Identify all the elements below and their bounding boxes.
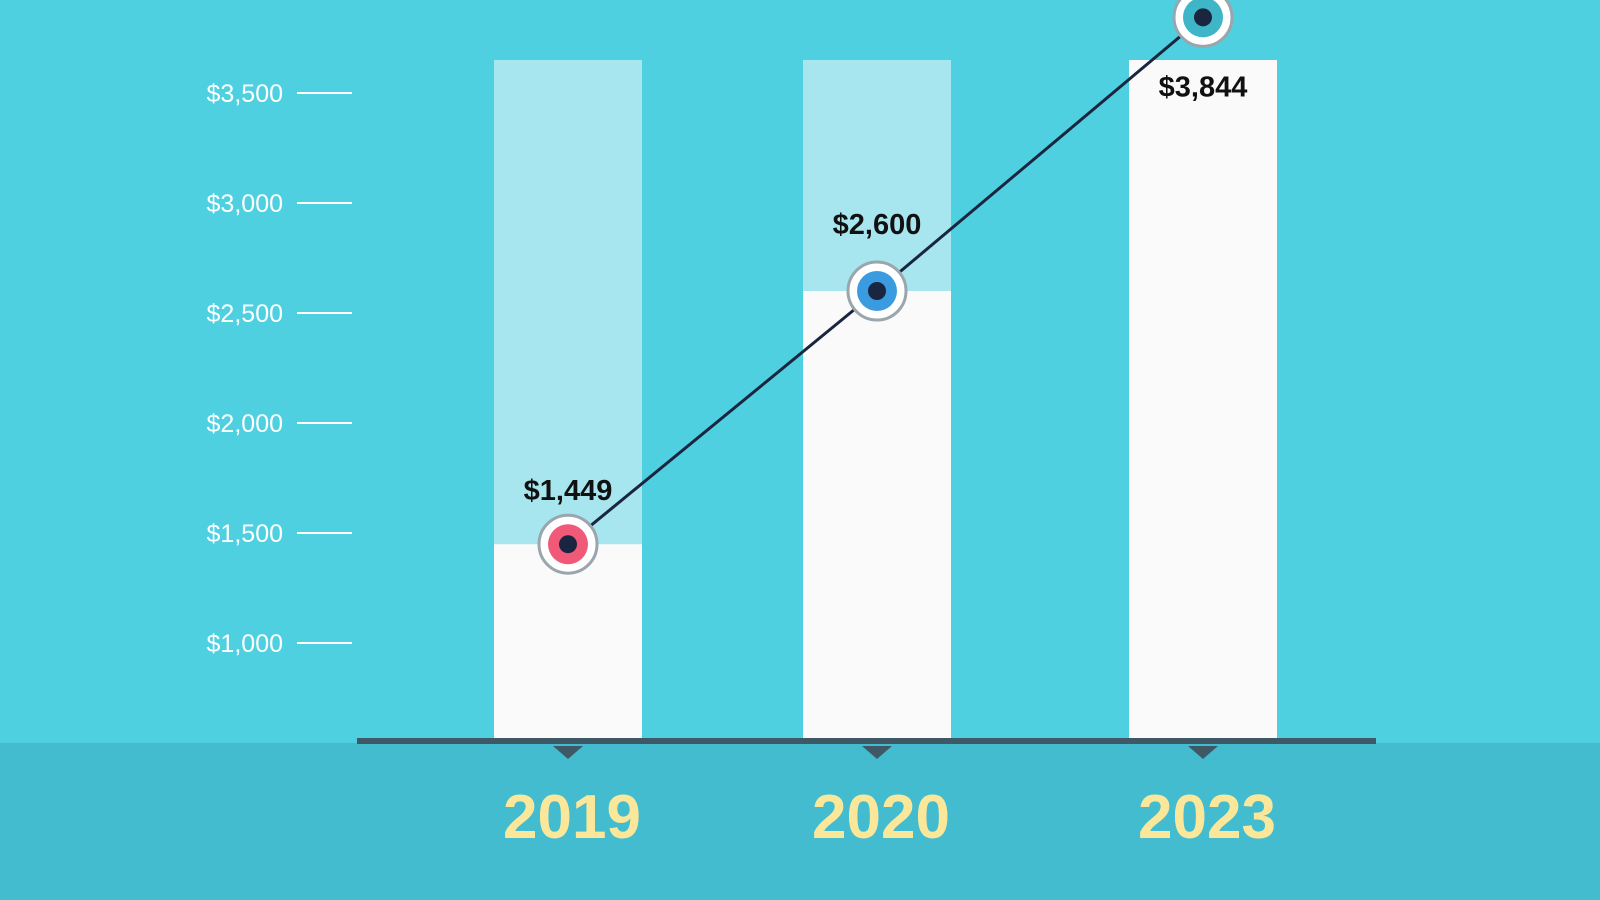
y-tick-label-3000: $3,000 <box>207 190 283 218</box>
value-label-2019: $1,449 <box>524 475 613 507</box>
x-label-2020: 2020 <box>812 783 950 852</box>
marker-2023 <box>1172 0 1234 48</box>
y-tick-label-2000: $2,000 <box>207 410 283 438</box>
markers-layer <box>537 0 1234 575</box>
pointer-2019 <box>553 746 583 759</box>
marker-dot-2019 <box>559 535 577 554</box>
marker-dot-2023 <box>1194 8 1212 27</box>
pointer-2020 <box>862 746 892 759</box>
y-tick-label-1500: $1,500 <box>207 520 283 548</box>
marker-dot-2020 <box>868 282 886 300</box>
marker-2019 <box>537 513 599 575</box>
y-tick-label-2500: $2,500 <box>207 300 283 328</box>
x-label-2019: 2019 <box>503 783 641 852</box>
y-tick-label-3500: $3,500 <box>207 80 283 108</box>
bar-2023 <box>1129 60 1277 738</box>
pointer-2023 <box>1188 746 1218 759</box>
y-axis: $1,000 $1,500 $2,000 $2,500 $3,000 $3,500 <box>207 80 352 658</box>
value-labels-layer: $1,449 $2,600 $3,844 <box>524 71 1248 507</box>
bar-2020 <box>803 291 951 738</box>
bar-2019 <box>494 544 642 738</box>
year-pointers <box>553 746 1218 759</box>
bars-layer <box>494 60 1277 738</box>
value-label-2023: $3,844 <box>1159 71 1248 103</box>
y-tick-label-1000: $1,000 <box>207 630 283 658</box>
footer-band <box>0 743 1600 900</box>
x-axis-labels: 2019 2020 2023 <box>503 783 1276 852</box>
marker-2020 <box>846 260 908 322</box>
value-label-2020: $2,600 <box>833 209 922 241</box>
x-label-2023: 2023 <box>1138 783 1276 852</box>
